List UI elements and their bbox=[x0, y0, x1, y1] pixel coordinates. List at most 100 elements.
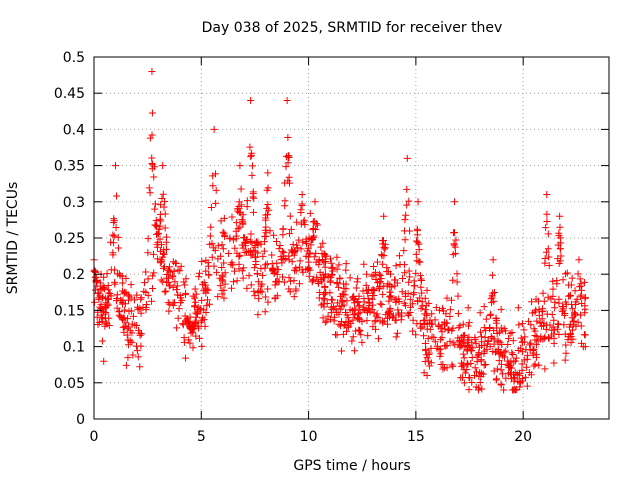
data-point bbox=[375, 270, 383, 278]
data-point bbox=[148, 131, 156, 139]
data-point bbox=[406, 303, 414, 311]
data-point bbox=[353, 278, 361, 286]
data-point bbox=[279, 273, 287, 281]
data-point bbox=[370, 263, 378, 271]
data-point bbox=[349, 333, 357, 341]
data-point bbox=[202, 267, 210, 275]
data-point bbox=[531, 308, 539, 316]
data-point bbox=[565, 323, 573, 331]
data-point bbox=[543, 217, 551, 225]
data-point bbox=[508, 328, 516, 336]
data-point bbox=[509, 337, 517, 345]
data-point bbox=[275, 245, 283, 253]
data-point bbox=[342, 266, 350, 274]
data-point bbox=[292, 267, 300, 275]
data-point bbox=[322, 258, 330, 266]
data-point bbox=[444, 326, 452, 334]
data-point bbox=[403, 185, 411, 193]
data-point bbox=[290, 247, 298, 255]
data-point bbox=[460, 354, 468, 362]
data-point bbox=[248, 162, 256, 170]
data-point bbox=[198, 316, 206, 324]
data-point bbox=[406, 295, 414, 303]
data-point bbox=[299, 268, 307, 276]
data-point bbox=[113, 192, 121, 200]
data-point bbox=[126, 337, 134, 345]
data-point bbox=[495, 357, 503, 365]
data-point bbox=[558, 308, 566, 316]
x-tick-label: 20 bbox=[514, 429, 532, 445]
data-point bbox=[356, 327, 364, 335]
data-point bbox=[335, 283, 343, 291]
data-point bbox=[121, 306, 129, 314]
data-point bbox=[143, 301, 151, 309]
data-point bbox=[481, 333, 489, 341]
data-point bbox=[499, 352, 507, 360]
data-point bbox=[549, 285, 557, 293]
data-point bbox=[405, 267, 413, 275]
data-point bbox=[312, 225, 320, 233]
axis-ticks: 0 0.05 0.1 0.15 0.2 0.25 0.3 0.35 0.4 0.45 0.5 0 5 10… bbox=[54, 50, 609, 445]
data-point bbox=[321, 282, 329, 290]
data-point bbox=[577, 339, 585, 347]
data-point bbox=[511, 357, 519, 365]
data-point bbox=[110, 215, 118, 223]
data-point bbox=[296, 263, 304, 271]
data-point bbox=[254, 311, 262, 319]
data-point bbox=[381, 245, 389, 253]
data-point bbox=[401, 269, 409, 277]
data-point bbox=[231, 267, 239, 275]
data-point bbox=[392, 262, 400, 270]
data-point bbox=[581, 331, 589, 339]
data-point bbox=[166, 268, 174, 276]
data-point bbox=[220, 294, 228, 302]
data-point bbox=[268, 260, 276, 268]
data-point bbox=[279, 231, 287, 239]
data-point bbox=[492, 319, 500, 327]
data-point bbox=[313, 221, 321, 229]
data-point bbox=[253, 270, 261, 278]
data-point bbox=[166, 300, 174, 308]
data-point bbox=[465, 386, 473, 394]
data-point bbox=[378, 251, 386, 259]
data-point bbox=[475, 384, 483, 392]
data-point bbox=[427, 344, 435, 352]
data-point bbox=[369, 287, 377, 295]
data-point bbox=[248, 149, 256, 157]
data-point bbox=[305, 272, 313, 280]
data-point bbox=[396, 261, 404, 269]
data-point bbox=[146, 134, 154, 142]
data-point bbox=[376, 279, 384, 287]
data-point bbox=[142, 268, 150, 276]
data-point bbox=[184, 318, 192, 326]
data-point bbox=[195, 273, 203, 281]
data-point bbox=[355, 303, 363, 311]
data-point bbox=[535, 311, 543, 319]
data-point bbox=[409, 327, 417, 335]
data-point bbox=[344, 314, 352, 322]
data-point bbox=[110, 239, 118, 247]
data-point bbox=[533, 317, 541, 325]
data-point bbox=[532, 341, 540, 349]
data-point bbox=[201, 322, 209, 330]
data-point bbox=[323, 299, 331, 307]
data-point bbox=[420, 320, 428, 328]
data-point bbox=[304, 265, 312, 273]
data-point bbox=[398, 274, 406, 282]
data-point bbox=[459, 361, 467, 369]
data-point bbox=[364, 332, 372, 340]
data-point bbox=[349, 293, 357, 301]
data-point bbox=[493, 329, 501, 337]
data-point bbox=[319, 239, 327, 247]
data-point bbox=[235, 202, 243, 210]
data-point bbox=[104, 301, 112, 309]
data-point bbox=[355, 326, 363, 334]
data-point bbox=[236, 162, 244, 170]
data-point bbox=[477, 357, 485, 365]
data-point bbox=[133, 347, 141, 355]
y-tick-label: 0.5 bbox=[63, 50, 85, 66]
data-point bbox=[173, 282, 181, 290]
data-point bbox=[412, 250, 420, 258]
data-point bbox=[478, 385, 486, 393]
data-point bbox=[198, 257, 206, 265]
